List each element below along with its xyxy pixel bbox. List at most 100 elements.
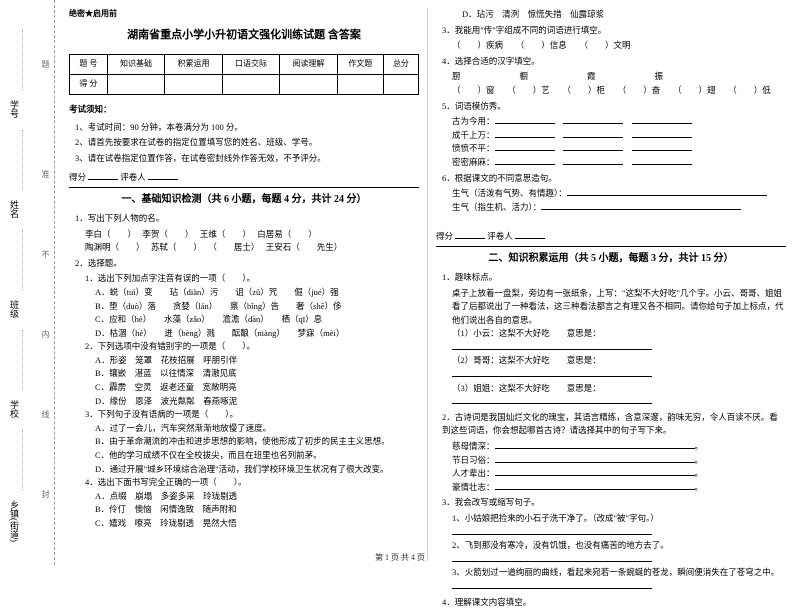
p2-l0: 慈母情深：。 [436,440,786,454]
q5-b3c[interactable] [632,156,692,165]
q5-b0b[interactable] [563,115,623,124]
left-column: 绝密★启用前 湖南省重点小学小升初语文强化训练试题 含答案 题 号 知识基础 积… [61,8,428,561]
binding-margin: 乡镇(街道) 学校 班级 姓名 学号 封 线 内 不 准 题 [0,0,55,565]
q2-s1: 1．选出下列加点字注音有误的一项（ ）。 [69,272,419,286]
dash-char-3: 不 [40,250,51,258]
q1-p0: 陶渊明（ ） [85,242,140,252]
q5-l2: 愤愤不平： [436,142,786,156]
q2s3-b: B．由于革命潮流的冲击和进步思想的影响，使他形成了初步的民主主义思想。 [69,435,419,449]
q5-l1: 成千上万： [436,129,786,143]
q2s1-d: D．枯涸（hé） 迸（bèng）溅 酝酿（niàng） 梦寐（mèi） [69,327,419,341]
th-6: 总分 [383,55,418,75]
q1-o3: 白居易（ ） [257,229,317,239]
q5-t2: 愤愤不平： [452,143,495,153]
q5-b2b[interactable] [563,142,623,151]
q5-b2c[interactable] [632,142,692,151]
q4-l2: （ ）窗 （ ）艺 （ ）柜 （ ）奋 （ ）翅 （ ）低 [436,84,786,98]
p1-o0: （1）小云：这梨不大好吃 意思是： [436,327,786,354]
p2-l3: 豪情壮志：。 [436,481,786,495]
td-3[interactable] [222,75,279,95]
q2s2-c: C．霹雳 空灵 返老还童 宽敞明亮 [69,381,419,395]
p1-t0: （1）小云：这梨不大好吃 意思是： [452,328,601,338]
q2-s3: 3．下列句子没有语病的一项是（ ）。 [69,408,419,422]
q6-b2[interactable] [541,201,741,210]
bind-label-name: 姓名 [8,200,21,218]
p2-b1[interactable] [495,454,695,463]
q1-o1: 李贺（ ） [142,229,189,239]
p3-b0[interactable] [452,526,652,535]
q5-stem: 5．词语模仿秀。 [436,100,786,114]
q5-b1a[interactable] [495,129,555,138]
dash-char-1: 线 [40,410,51,418]
q5-t3: 密密麻麻： [452,157,495,167]
q5-t1: 成千上万： [452,130,495,140]
dash-char-2: 内 [40,330,51,338]
notice-1: 1、考试时间：90 分钟，本卷满分为 100 分。 [69,121,419,135]
dash-char-4: 准 [40,170,51,178]
q2s3-d: D．通过开展"城乡环境综合治理"活动，我们学校环境卫生状况有了很大改变。 [69,463,419,477]
td-6[interactable] [383,75,418,95]
th-3: 口语交际 [222,55,279,75]
td-1[interactable] [107,75,164,95]
q5-b2a[interactable] [495,142,555,151]
p1-b0[interactable] [452,341,652,350]
q2s1-a: A．蜕（tuì）变 玷（diàn）污 诅（zǔ）咒 倔（jué）强 [69,286,419,300]
table-row: 得 分 [70,75,419,95]
p4: 4．理解课文内容填空。 [436,596,786,609]
q1-p3: 王安石（ 先生） [266,242,343,252]
q1-p2: （ 居士） [208,242,255,252]
th-4: 阅读理解 [280,55,337,75]
score-blank[interactable] [88,171,118,180]
p3-b2[interactable] [452,580,652,589]
p2-b3[interactable] [495,481,695,490]
q5-b1b[interactable] [563,129,623,138]
bind-field-1[interactable] [22,330,25,390]
q5-b3b[interactable] [563,156,623,165]
th-0: 题 号 [70,55,108,75]
table-row: 题 号 知识基础 积累运用 口语交际 阅读理解 作文题 总分 [70,55,419,75]
grader-label-2: 评卷人 [487,231,513,241]
p2-l2: 人才辈出：。 [436,467,786,481]
q2s1-c: C．应和（hè） 水藻（zǎo） 澹澹（dàn） 栖（qī）息 [69,313,419,327]
td-0: 得 分 [70,75,108,95]
score-blank-2[interactable] [455,230,485,239]
p1-b1[interactable] [452,368,652,377]
p3-stem: 3．我会改写或缩写句子。 [436,496,786,510]
q6-t1: 生气（活泼有气势、有情趣）： [452,188,567,198]
q3-line: （ ）疾病 （ ）信息 （ ）文明 [436,39,786,53]
p2-t1: 节日习俗： [452,455,495,465]
td-2[interactable] [165,75,222,95]
bind-label-township: 乡镇(街道) [8,500,21,542]
grader-blank[interactable] [148,171,178,180]
page-footer: 第 1 页 共 4 页 [0,552,800,563]
q3-stem: 3．我能用"传"字组成不同的词语进行填空。 [436,24,786,38]
score-label-2: 得分 [436,231,453,241]
q6-b1[interactable] [567,187,767,196]
score-line-2: 得分 评卷人 [436,230,786,247]
bind-field-2[interactable] [22,230,25,290]
score-label: 得分 [69,172,86,182]
grader-blank-2[interactable] [515,230,545,239]
p1-b2[interactable] [452,395,652,404]
bind-field-0[interactable] [22,430,25,490]
dash-char-0: 封 [40,490,51,498]
p2-b0[interactable] [495,440,695,449]
bind-field-3[interactable] [22,130,25,190]
q5-b3a[interactable] [495,156,555,165]
q5-l0: 古为今用： [436,115,786,129]
td-4[interactable] [280,75,337,95]
q5-b0a[interactable] [495,115,555,124]
notice-3: 3、请在试卷指定位置作答，在试卷密封线外作答无效，不予评分。 [69,152,419,166]
p2-b2[interactable] [495,467,695,476]
q2-stem: 2．选择题。 [69,257,419,271]
score-line-1: 得分 评卷人 [69,171,419,188]
p2-t3: 豪情壮志： [452,482,495,492]
q6-l1: 生气（活泼有气势、有情趣）： [436,187,786,201]
q5-t0: 古为今用： [452,116,495,126]
td-5[interactable] [337,75,383,95]
q5-b0c[interactable] [632,115,692,124]
th-5: 作文题 [337,55,383,75]
q2s3-a: A．过了一会儿，汽车突然渐渐地放慢了速度。 [69,422,419,436]
q5-b1c[interactable] [632,129,692,138]
bind-field-4[interactable] [22,30,25,90]
